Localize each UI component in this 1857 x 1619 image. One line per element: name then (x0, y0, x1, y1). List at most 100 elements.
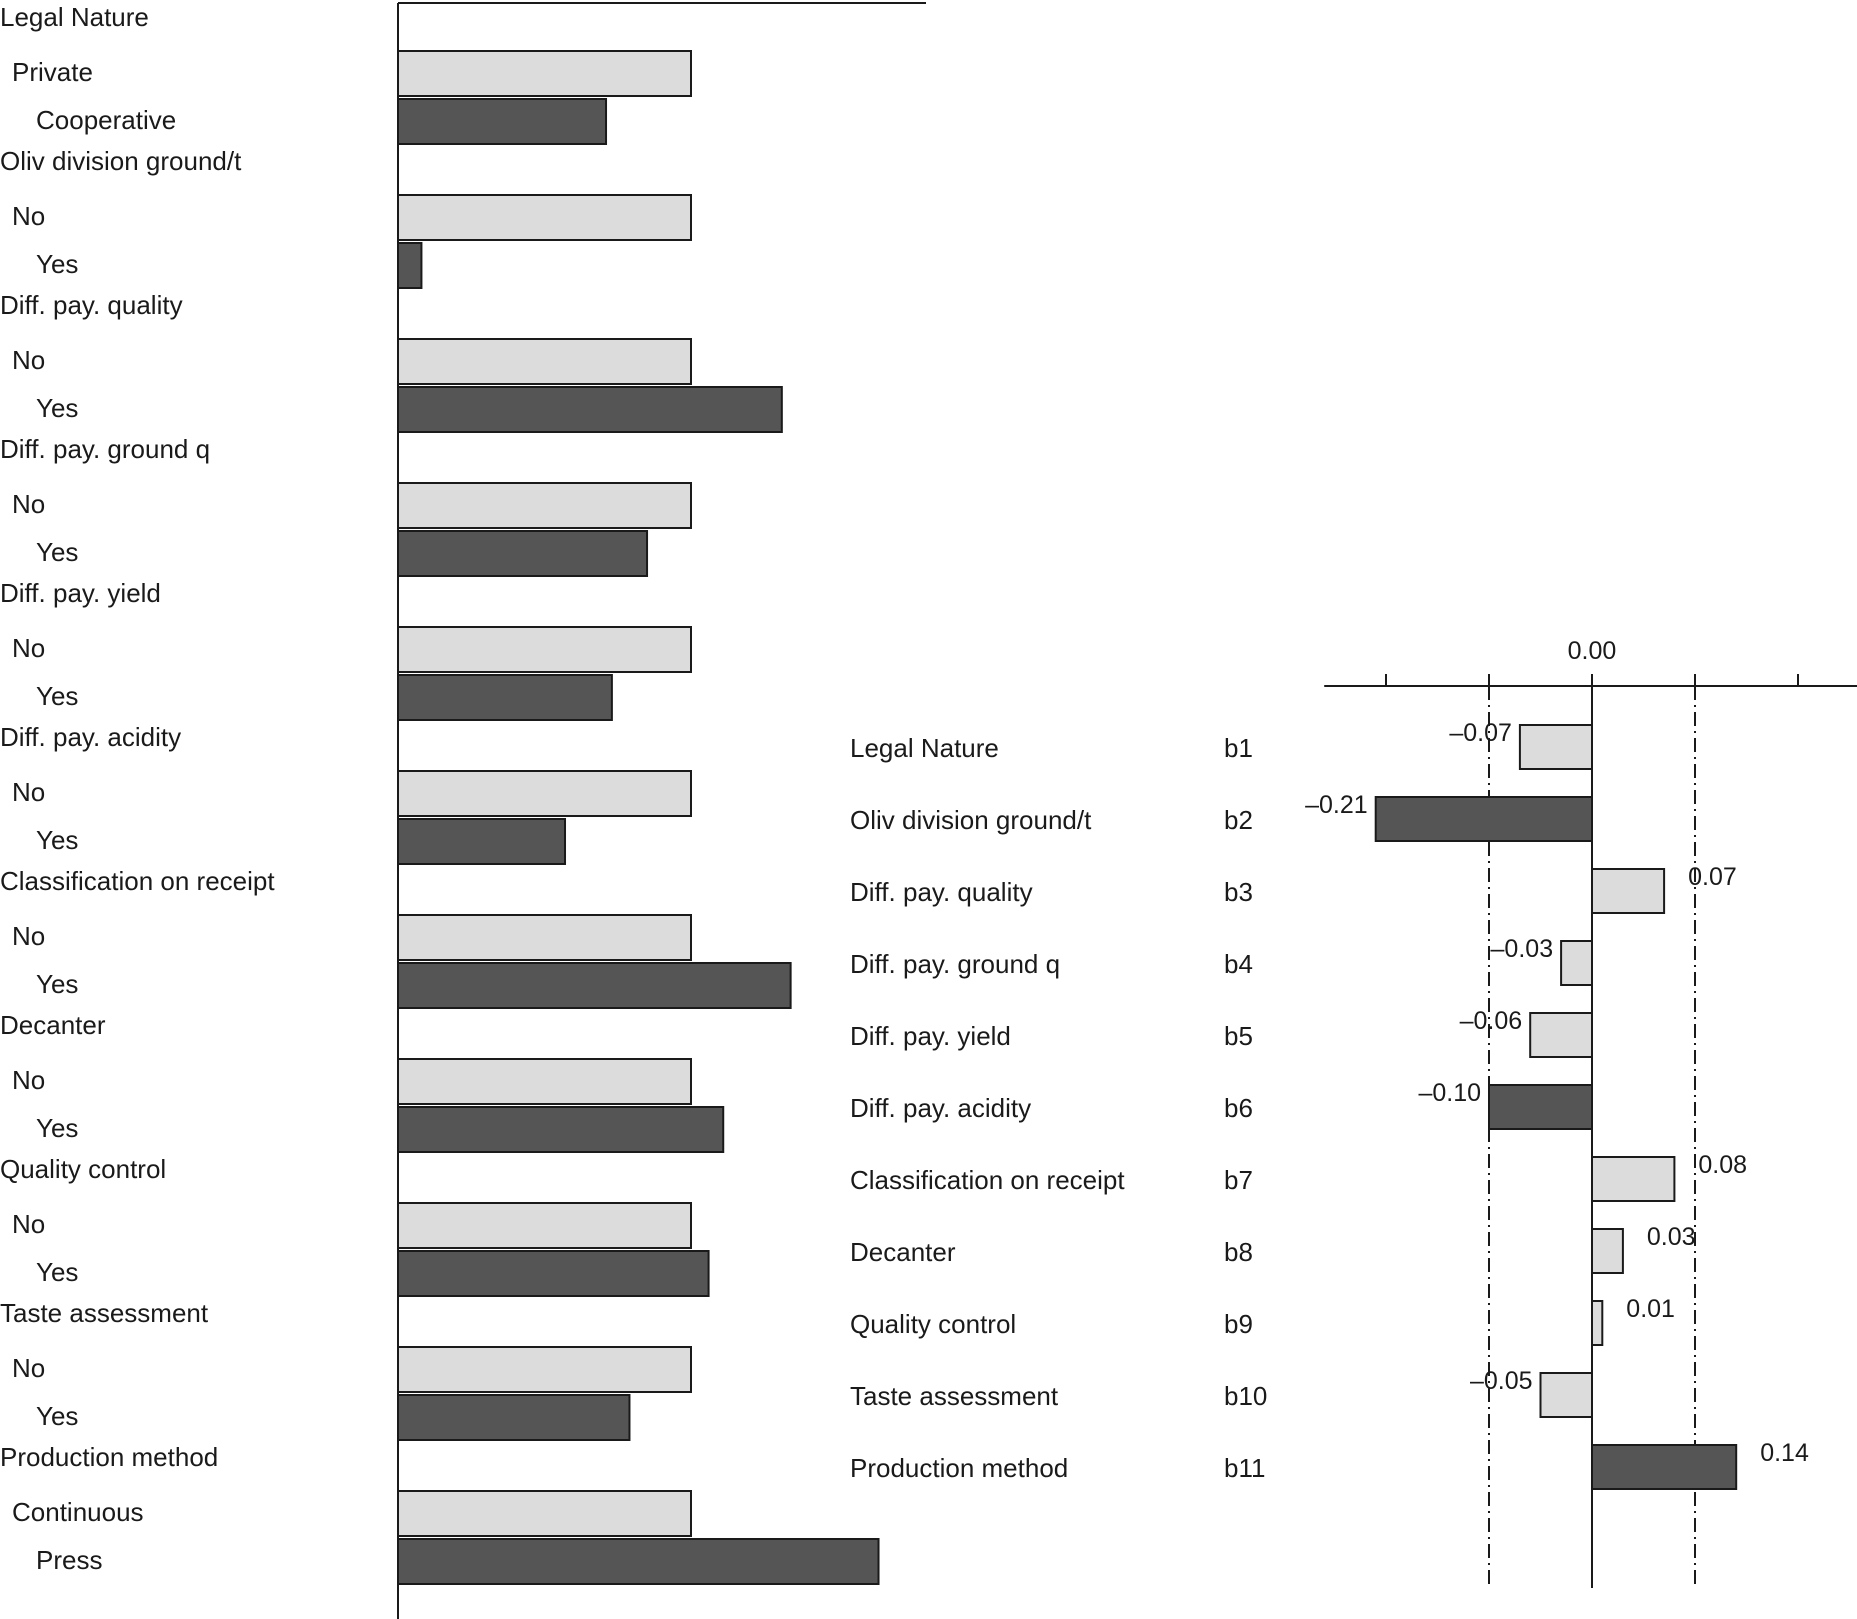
coefficient-bar (1488, 1084, 1593, 1130)
coefficient-code: b7 (1224, 1165, 1253, 1195)
level-bar (397, 770, 692, 817)
level-label: Private (12, 57, 93, 87)
level-bar (397, 674, 613, 721)
group-label: Diff. pay. acidity (0, 722, 181, 752)
variable-label: Diff. pay. quality (850, 877, 1033, 907)
coefficient-value: –0.06 (1460, 1007, 1523, 1035)
variable-label: Legal Nature (850, 733, 999, 763)
level-label: No (12, 489, 45, 519)
group-label: Taste assessment (0, 1298, 209, 1328)
group-label: Legal Nature (0, 2, 149, 32)
level-label: Yes (36, 537, 78, 567)
level-label: No (12, 1065, 45, 1095)
coefficient-code: b2 (1224, 805, 1253, 835)
level-label: Yes (36, 1257, 78, 1287)
variable-label: Diff. pay. ground q (850, 949, 1060, 979)
coefficient-bar (1374, 796, 1593, 842)
coefficient-value: 0.08 (1698, 1151, 1747, 1179)
coefficient-value: –0.03 (1491, 935, 1554, 963)
variable-label: Oliv division ground/t (850, 805, 1092, 835)
level-bar (397, 194, 692, 241)
coefficient-bar (1591, 1156, 1676, 1202)
coefficient-value: 0.01 (1626, 1295, 1675, 1323)
variable-label: Diff. pay. yield (850, 1021, 1011, 1051)
group-label: Decanter (0, 1010, 106, 1040)
level-bar (397, 98, 608, 145)
coefficient-value: –0.10 (1418, 1079, 1481, 1107)
coefficient-bar (1518, 724, 1594, 770)
level-bar (397, 530, 649, 577)
coefficient-code: b1 (1224, 733, 1253, 763)
level-label: Yes (36, 1401, 78, 1431)
coefficient-value: 0.07 (1688, 863, 1737, 891)
level-label: Yes (36, 249, 78, 279)
level-bar (397, 1394, 631, 1441)
variable-label: Classification on receipt (850, 1165, 1125, 1195)
variable-label: Diff. pay. acidity (850, 1093, 1031, 1123)
group-label: Diff. pay. ground q (0, 434, 210, 464)
coefficient-code: b10 (1224, 1381, 1267, 1411)
level-bar (397, 338, 692, 385)
coefficient-code: b5 (1224, 1021, 1253, 1051)
level-label: No (12, 921, 45, 951)
level-bar (397, 1202, 692, 1249)
level-bar (397, 1058, 692, 1105)
level-label: No (12, 633, 45, 663)
level-label: Continuous (12, 1497, 144, 1527)
level-bar-chart: Legal Nature Private Cooperative Oliv divis… (0, 2, 926, 1619)
level-bar (397, 1106, 725, 1153)
level-label: Yes (36, 969, 78, 999)
coefficient-code: b6 (1224, 1093, 1253, 1123)
level-label: Yes (36, 825, 78, 855)
coefficient-bar (1539, 1372, 1593, 1418)
level-label: Cooperative (36, 105, 176, 135)
coefficient-bar (1591, 868, 1666, 914)
level-bar (397, 50, 692, 97)
level-bar (397, 1538, 880, 1585)
level-bar (397, 818, 567, 865)
group-label: Diff. pay. yield (0, 578, 161, 608)
coefficient-code: b11 (1224, 1453, 1265, 1483)
coefficient-value: 0.14 (1760, 1439, 1809, 1467)
level-bar (397, 386, 783, 433)
level-bar (397, 962, 792, 1009)
coefficient-code: b3 (1224, 877, 1253, 907)
level-label: No (12, 1353, 45, 1383)
level-bar (397, 242, 423, 289)
coefficient-bar (1591, 1444, 1738, 1490)
level-bar (397, 1346, 692, 1393)
level-label: Press (36, 1545, 102, 1575)
level-label: No (12, 345, 45, 375)
coefficient-value: –0.07 (1449, 719, 1512, 747)
coefficient-value: –0.05 (1470, 1367, 1533, 1395)
coefficient-value: 0.03 (1647, 1223, 1696, 1251)
coefficient-bar (1591, 1228, 1624, 1274)
level-label: Yes (36, 393, 78, 423)
level-bar (397, 914, 692, 961)
level-label: Yes (36, 681, 78, 711)
level-label: No (12, 1209, 45, 1239)
variable-label: Production method (850, 1453, 1068, 1483)
coefficient-value: –0.21 (1305, 791, 1368, 819)
group-label: Diff. pay. quality (0, 290, 183, 320)
level-label: No (12, 201, 45, 231)
coefficient-code: b8 (1224, 1237, 1253, 1267)
variable-label: Quality control (850, 1309, 1016, 1339)
level-label: Yes (36, 1113, 78, 1143)
level-label: No (12, 777, 45, 807)
coefficient-code: b9 (1224, 1309, 1253, 1339)
coefficient-bar-chart: 0.00 Legal Nature b1 –0.07 Oliv division gro… (850, 637, 1857, 1588)
coefficient-bar (1591, 1300, 1604, 1346)
coefficient-code: b4 (1224, 949, 1253, 979)
level-bar (397, 626, 692, 673)
level-bar (397, 482, 692, 529)
group-label: Production method (0, 1442, 218, 1472)
coefficient-bar (1529, 1012, 1593, 1058)
variable-label: Decanter (850, 1237, 956, 1267)
zero-tick-label: 0.00 (1568, 637, 1617, 665)
group-label: Quality control (0, 1154, 166, 1184)
variable-label: Taste assessment (850, 1381, 1059, 1411)
coefficient-bar (1560, 940, 1593, 986)
group-label: Classification on receipt (0, 866, 275, 896)
